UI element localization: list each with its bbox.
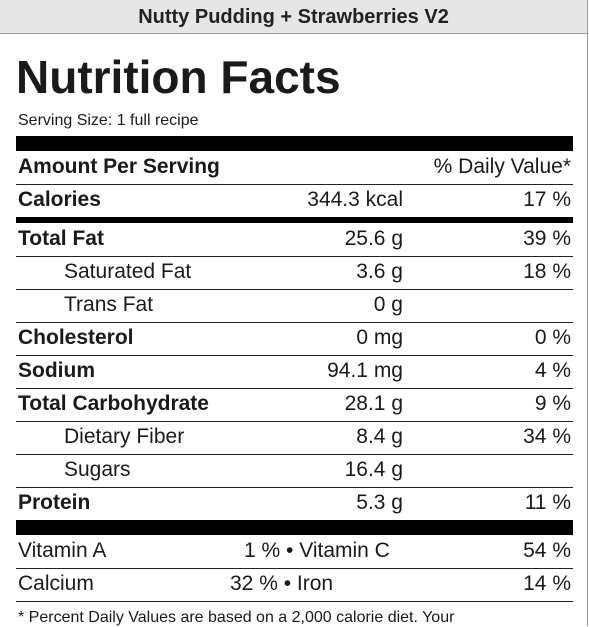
amount-per-serving-row: Amount Per Serving % Daily Value* <box>16 151 573 185</box>
calories-dv: 17 % <box>523 188 571 211</box>
nutrient-label: Total Fat <box>18 227 104 250</box>
nutrient-amount: 28.1 g <box>344 392 403 415</box>
nutrient-row: Sodium 94.1 mg 4 % <box>16 355 573 389</box>
vitamin-label: Vitamin A <box>18 539 107 562</box>
nutrient-dv: 34 % <box>523 425 571 448</box>
footnote: * Percent Daily Values are based on a 2,… <box>18 609 455 626</box>
nutrient-amount: 5.3 g <box>356 491 403 514</box>
nutrient-label: Trans Fat <box>64 293 154 316</box>
vitamin-label: Calcium <box>18 572 94 595</box>
nutrition-label: Nutrition Facts Serving Size: 1 full rec… <box>0 34 588 626</box>
nutrient-amount: 3.6 g <box>356 260 403 283</box>
nutrient-label: Saturated Fat <box>64 260 192 283</box>
vitamin-value: 1 % • Vitamin C <box>244 539 390 562</box>
nutrient-amount: 0 g <box>373 293 403 316</box>
daily-value-header: % Daily Value* <box>433 155 571 178</box>
vitamin-value: 32 % • Iron <box>230 572 334 595</box>
amount-per-serving-label: Amount Per Serving <box>18 155 220 178</box>
nutrient-row: Saturated Fat 3.6 g 18 % <box>16 256 573 290</box>
nutrient-dv: 0 % <box>534 326 571 349</box>
nutrient-dv: 18 % <box>523 260 571 283</box>
nutrient-label: Total Carbohydrate <box>18 392 209 415</box>
nutrient-amount: 16.4 g <box>344 458 403 481</box>
nutrient-dv: 39 % <box>523 227 571 250</box>
calories-amount: 344.3 kcal <box>307 188 403 211</box>
thick-divider <box>16 520 573 535</box>
calories-label: Calories <box>18 188 101 211</box>
nutrient-amount: 94.1 mg <box>327 359 403 382</box>
nutrient-dv: 11 % <box>524 491 571 514</box>
nutrient-row: Total Fat 25.6 g 39 % <box>16 223 573 257</box>
nutrient-row: Protein 5.3 g 11 % <box>16 487 573 520</box>
nutrient-row: Trans Fat 0 g <box>16 289 573 323</box>
vitamin-dv: 14 % <box>523 572 571 595</box>
nutrient-row: Dietary Fiber 8.4 g 34 % <box>16 421 573 455</box>
vitamin-row: Calcium 32 % • Iron 14 % <box>16 568 573 602</box>
calories-row: Calories 344.3 kcal 17 % <box>16 184 573 217</box>
medium-divider <box>16 217 573 223</box>
nutrient-label: Dietary Fiber <box>64 425 185 448</box>
nutrient-row: Cholesterol 0 mg 0 % <box>16 322 573 356</box>
serving-size: Serving Size: 1 full recipe <box>18 112 199 129</box>
nutrient-amount: 0 mg <box>356 326 403 349</box>
nutrition-facts-heading: Nutrition Facts <box>16 51 341 103</box>
nutrient-row: Total Carbohydrate 28.1 g 9 % <box>16 388 573 422</box>
nutrient-amount: 8.4 g <box>356 425 403 448</box>
nutrient-dv: 9 % <box>534 392 571 415</box>
nutrient-label: Sodium <box>18 359 95 382</box>
vitamin-dv: 54 % <box>523 539 571 562</box>
nutrient-label: Sugars <box>64 458 131 481</box>
thick-divider <box>16 136 573 151</box>
nutrient-label: Cholesterol <box>18 326 134 349</box>
nutrient-dv: 4 % <box>534 359 571 382</box>
nutrient-row: Sugars 16.4 g <box>16 454 573 488</box>
vitamin-row: Vitamin A 1 % • Vitamin C 54 % <box>16 535 573 569</box>
nutrient-amount: 25.6 g <box>344 227 403 250</box>
nutrient-label: Protein <box>18 491 91 514</box>
recipe-title: Nutty Pudding + Strawberries V2 <box>0 0 588 34</box>
